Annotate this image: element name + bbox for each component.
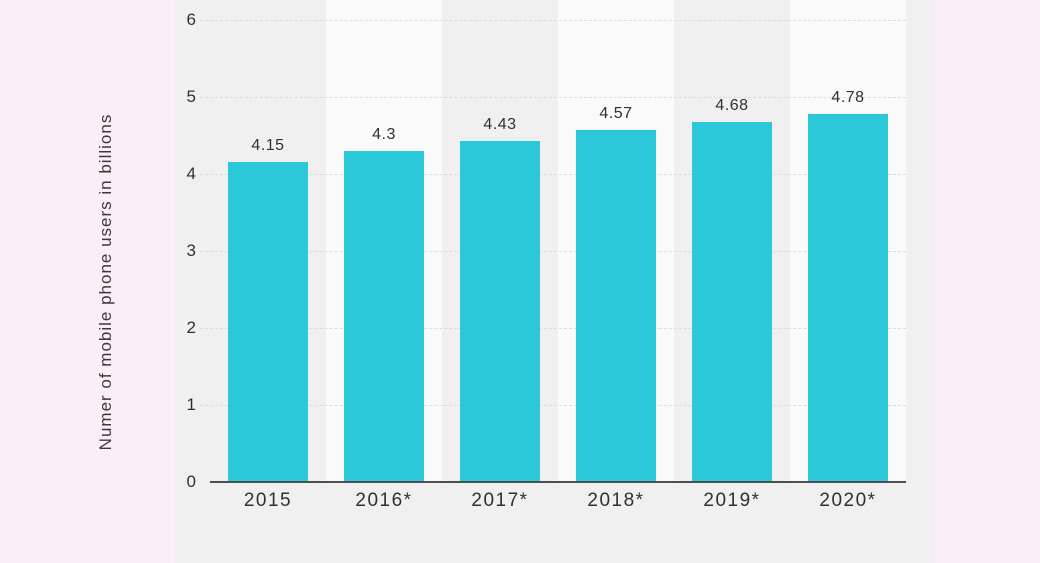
bar-value-label: 4.43	[483, 115, 517, 133]
bar-value-label: 4.3	[372, 125, 396, 143]
gridline	[200, 174, 906, 175]
y-axis-tick-label: 1	[186, 395, 196, 414]
bar	[460, 140, 540, 482]
gridline	[200, 20, 906, 21]
bar-value-label: 4.57	[599, 105, 633, 123]
y-axis-title: Numer of mobile phone users in billions	[96, 113, 115, 451]
x-axis-tick-label: 2018*	[587, 490, 645, 511]
bar-value-label: 4.78	[831, 88, 865, 106]
y-axis-tick-label: 3	[186, 241, 196, 260]
gridline	[200, 251, 906, 252]
bar	[692, 121, 772, 482]
x-axis-line	[210, 481, 906, 483]
gridline	[200, 97, 906, 98]
gridline	[200, 405, 906, 406]
bar	[576, 130, 656, 482]
y-axis-tick-label: 4	[186, 164, 196, 183]
y-axis-tick-label: 2	[186, 318, 196, 337]
bar-value-label: 4.15	[251, 137, 285, 155]
x-axis-tick-label: 2017*	[471, 490, 529, 511]
gridline	[200, 328, 906, 329]
y-axis-tick-label: 5	[186, 87, 196, 106]
y-axis-tick-label: 6	[186, 10, 196, 29]
bar	[228, 162, 308, 482]
x-axis-tick-label: 2015	[243, 490, 293, 511]
bar-value-label: 4.68	[715, 96, 749, 114]
x-axis-tick-label: 2020*	[819, 490, 877, 511]
y-axis-tick-label: 0	[186, 472, 196, 491]
x-axis-tick-label: 2016*	[355, 490, 413, 511]
bar	[808, 113, 888, 482]
bar	[344, 150, 424, 482]
x-axis-tick-label: 2019*	[703, 490, 761, 511]
